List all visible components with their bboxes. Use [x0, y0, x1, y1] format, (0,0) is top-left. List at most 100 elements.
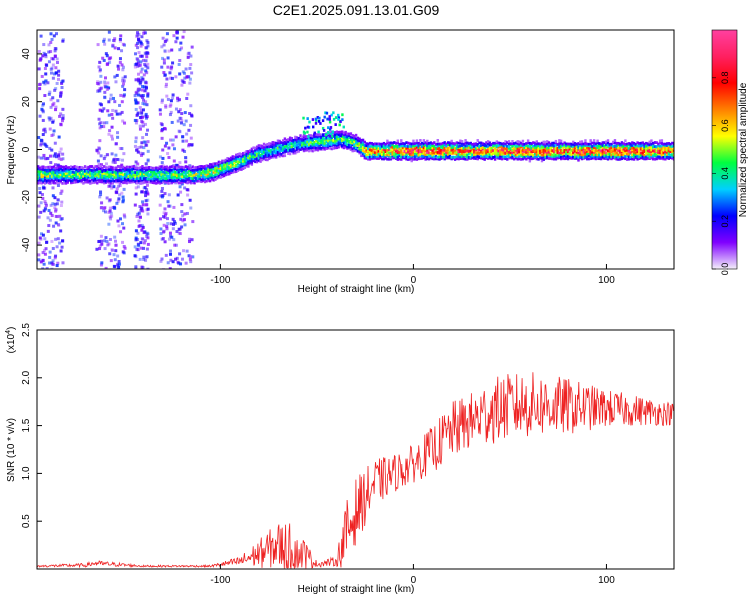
spectrogram-cell: [235, 155, 238, 159]
spectrogram-cell: [443, 141, 446, 144]
spectrogram-cell: [41, 103, 45, 107]
spectrogram-cell: [214, 164, 217, 168]
spectrogram-cell: [141, 209, 145, 213]
spectrogram-cell: [133, 203, 137, 207]
spectrogram-cell: [565, 144, 568, 148]
spectrogram-cell: [429, 141, 433, 145]
spectrogram-cell: [76, 166, 80, 170]
spectrogram-cell: [455, 152, 459, 156]
spectrogram-cell: [506, 146, 509, 150]
spectrogram-cell: [196, 174, 200, 178]
spectrogram-cell: [405, 144, 408, 148]
spectrogram-cell: [615, 153, 618, 157]
spectrogram-cell: [95, 247, 99, 251]
spectrogram-cell: [71, 174, 75, 177]
spectrogram-cell: [160, 179, 163, 183]
spectrogram-cell: [120, 165, 123, 169]
spectrogram-cell: [40, 166, 43, 169]
spectrogram-cell: [453, 158, 457, 161]
spectrogram-cell: [499, 151, 502, 155]
spectrogram-cell: [627, 155, 631, 158]
spectrogram-cell: [45, 240, 49, 244]
spectrogram-cell: [179, 172, 182, 176]
spectrogram-cell: [497, 141, 500, 145]
spectrogram-cell: [49, 105, 53, 109]
spectrogram-cell: [518, 154, 521, 158]
spectrogram-cell: [275, 154, 278, 158]
spectrogram-cell: [507, 142, 511, 146]
spectrogram-cell: [328, 140, 332, 144]
spectrogram-cell: [546, 150, 549, 154]
spectrogram-cell: [537, 151, 540, 154]
spectrogram-cell: [212, 165, 215, 169]
spectrogram-cell: [327, 141, 330, 145]
spectrogram-cell: [592, 139, 596, 142]
spectrogram-cell: [215, 162, 219, 166]
spectrogram-cell: [412, 142, 415, 146]
spectrogram-cell: [137, 51, 141, 55]
colorbar-tick-label: 0.6: [720, 119, 730, 132]
spectrogram-cell: [641, 151, 644, 155]
spectrogram-cell: [250, 160, 254, 164]
spectrogram-cell: [671, 150, 674, 154]
spectrogram-cell: [504, 147, 507, 151]
spectrogram-cell: [466, 141, 469, 145]
spectrogram-cell: [188, 169, 191, 173]
spectrogram-cell: [645, 151, 648, 155]
spectrogram-cell: [570, 156, 573, 160]
spectrogram-cell: [528, 148, 532, 151]
spectrogram-cell: [219, 167, 222, 170]
spectrogram-cell: [160, 98, 164, 102]
spectrogram-cell: [134, 43, 138, 47]
spectrogram-cell: [43, 200, 47, 204]
spectrogram-cell: [521, 139, 525, 143]
spectrogram-cell: [554, 143, 558, 147]
spectrogram-cell: [301, 145, 304, 149]
spectrogram-cell: [139, 208, 143, 212]
spectrogram-cell: [566, 154, 570, 158]
spectrogram-cell: [504, 140, 507, 144]
spectrogram-cell: [459, 139, 462, 143]
spectrogram-cell: [608, 155, 611, 158]
spectrogram-cell: [328, 115, 331, 118]
spectrogram-cell: [57, 223, 61, 227]
spectrogram-cell: [103, 90, 107, 94]
spectrogram-cell: [92, 180, 95, 184]
spectrogram-cell: [162, 223, 166, 227]
spectrogram-cell: [155, 169, 158, 173]
spectrogram-cell: [290, 139, 294, 142]
spectrogram-cell: [145, 116, 149, 120]
spectrogram-cell: [629, 147, 632, 151]
spectrogram-cell: [54, 178, 57, 181]
spectrogram-cell: [116, 262, 120, 266]
spectrogram-cell: [240, 156, 243, 160]
spectrogram-cell: [464, 139, 467, 142]
spectrogram-cell: [407, 155, 410, 159]
spectrogram-cell: [347, 139, 351, 143]
spectrogram-cell: [585, 146, 589, 149]
spectrogram-cell: [382, 150, 386, 154]
spectrogram-cell: [438, 142, 441, 146]
spectrogram-cell: [143, 140, 147, 144]
spectrogram-cell: [433, 151, 436, 155]
spectrogram-cell: [502, 144, 505, 148]
spectrogram-cell: [200, 173, 203, 177]
spectrogram-cell: [44, 247, 48, 251]
spectrogram-cell: [181, 70, 185, 74]
spectrogram-cell: [178, 108, 182, 112]
spectrogram-cell: [506, 141, 509, 145]
spectrogram-cell: [252, 151, 255, 155]
spectrogram-cell: [363, 156, 367, 160]
spectrogram-cell: [229, 165, 233, 168]
spectrogram-cell: [37, 170, 40, 173]
spectrogram-cell: [306, 140, 309, 144]
spectrogram-cell: [353, 140, 356, 143]
spectrogram-cell: [573, 142, 577, 145]
spectrogram-cell: [334, 116, 338, 119]
spectrogram-cell: [328, 120, 332, 124]
spectrogram-cell: [138, 257, 142, 261]
spectrogram-cell: [622, 150, 625, 154]
spectrogram-cell: [268, 146, 271, 150]
spectrogram-cell: [408, 152, 412, 156]
spectrogram-cell: [146, 267, 150, 269]
